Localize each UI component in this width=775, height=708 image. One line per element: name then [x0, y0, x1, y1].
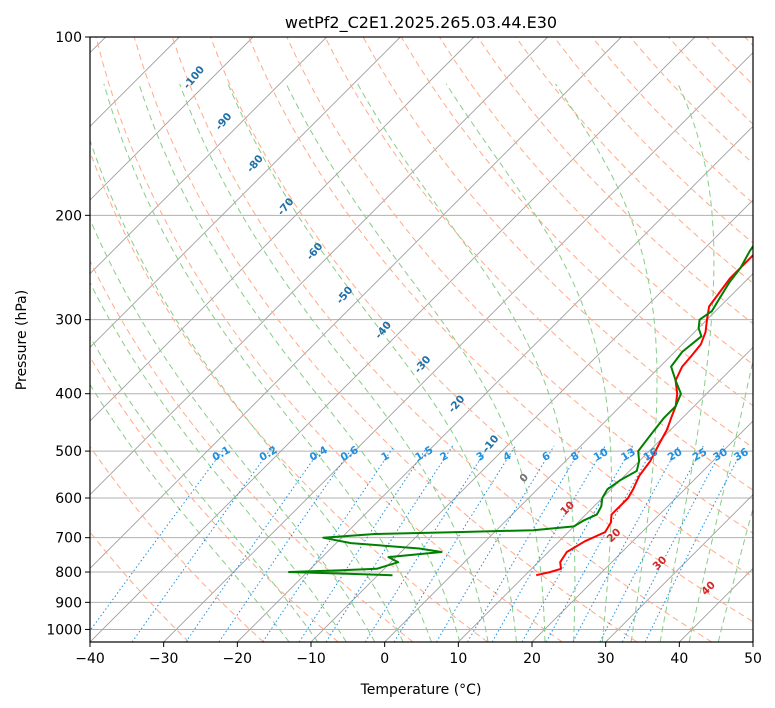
isotherm-line — [163, 52, 753, 642]
y-tick-label: 600 — [55, 491, 82, 507]
mixing-ratio-line — [621, 445, 725, 642]
x-axis-label: Temperature (°C) — [360, 682, 482, 698]
moist-adiabat-line — [227, 83, 517, 642]
isotherm-line — [384, 273, 753, 642]
mixing-ratio-line — [298, 445, 429, 642]
mixing-ratio-line — [364, 445, 490, 642]
isotherm-line — [531, 420, 753, 642]
moist-adiabat-line — [357, 83, 576, 642]
dry-adiabat-line — [171, 37, 712, 642]
y-tick-label: 800 — [55, 565, 82, 581]
y-tick-label: 700 — [55, 531, 82, 547]
mixing-ratio-line — [435, 445, 555, 642]
x-tick-label: −40 — [75, 651, 105, 667]
isotherm-line — [90, 37, 327, 275]
dry-adiabat-line — [90, 445, 264, 642]
moist-adiabat-line — [90, 383, 290, 642]
isotherm-line — [90, 37, 475, 422]
moist-adiabat-line — [138, 83, 461, 642]
isotherm-line — [458, 346, 753, 642]
x-tick-label: 20 — [523, 651, 541, 667]
dry-adiabat-line — [286, 37, 753, 534]
moist-adiabat-line — [90, 218, 376, 642]
moist-adiabat-line — [717, 506, 753, 642]
dry-adiabat-line — [95, 37, 563, 642]
x-tick-label: 0 — [380, 651, 389, 667]
moist-adiabat-line — [445, 83, 612, 642]
moist-adiabat-line — [103, 83, 432, 642]
isotherm-line — [90, 37, 401, 348]
dry-adiabat-line — [515, 37, 753, 284]
x-tick-label: 50 — [744, 651, 762, 667]
dry-adiabat-line — [210, 37, 753, 623]
x-tick-label: 40 — [670, 651, 688, 667]
moist-adiabat-line — [90, 335, 319, 642]
moist-adiabat-line — [90, 138, 404, 642]
moist-adiabat-line — [179, 83, 489, 642]
y-tick-label: 200 — [55, 208, 82, 224]
mixing-ratio-line — [393, 445, 516, 642]
x-tick-label: −30 — [149, 651, 179, 667]
moist-adiabat-line — [688, 357, 753, 642]
isotherm-line — [90, 37, 696, 642]
isotherm-line — [90, 37, 548, 496]
chart-title: wetPf2_C2E1.2025.265.03.44.E30 — [285, 13, 557, 33]
dry-adiabat-line — [90, 356, 339, 642]
y-tick-label: 100 — [55, 30, 82, 46]
moist-adiabat-line — [555, 83, 658, 642]
mixing-ratio-line — [131, 445, 274, 642]
dewpoint-profile-line — [287, 244, 753, 577]
isotherm-line — [605, 494, 753, 642]
mixing-ratio-line — [262, 445, 395, 642]
y-axis-label: Pressure (hPa) — [14, 290, 30, 390]
plot-area — [90, 37, 753, 642]
mixing-ratio-line — [644, 445, 746, 642]
x-tick-label: −20 — [223, 651, 253, 667]
mixing-ratio-line — [325, 445, 454, 642]
dry-adiabat-line — [90, 259, 414, 642]
plot-frame — [89, 36, 754, 643]
dry-adiabat-line — [248, 37, 753, 578]
y-tick-label: 300 — [55, 313, 82, 329]
y-tick-label: 500 — [55, 444, 82, 460]
x-tick-label: 30 — [597, 651, 615, 667]
x-tick-label: −10 — [296, 651, 326, 667]
y-tick-label: 900 — [55, 595, 82, 611]
isotherm-line — [90, 37, 254, 201]
y-tick-label: 400 — [55, 387, 82, 403]
temperature-profile-line — [535, 253, 753, 577]
mixing-ratio-line — [185, 445, 324, 642]
mixing-ratio-line — [218, 445, 355, 642]
x-axis: −40 −30 −20 −10 0 10 20 30 40 50 — [75, 642, 762, 667]
dry-adiabat-line — [324, 37, 753, 491]
moist-adiabat-line — [659, 83, 715, 642]
moist-adiabat-line — [285, 83, 546, 642]
mixing-ratio-line — [467, 445, 584, 642]
isotherm-line — [90, 37, 622, 569]
x-tick-label: 10 — [449, 651, 467, 667]
y-tick-label: 1000 — [46, 622, 82, 638]
y-axis: 100 200 300 400 500 600 700 800 900 1000 — [46, 30, 90, 638]
mixing-ratio-line — [545, 445, 656, 642]
